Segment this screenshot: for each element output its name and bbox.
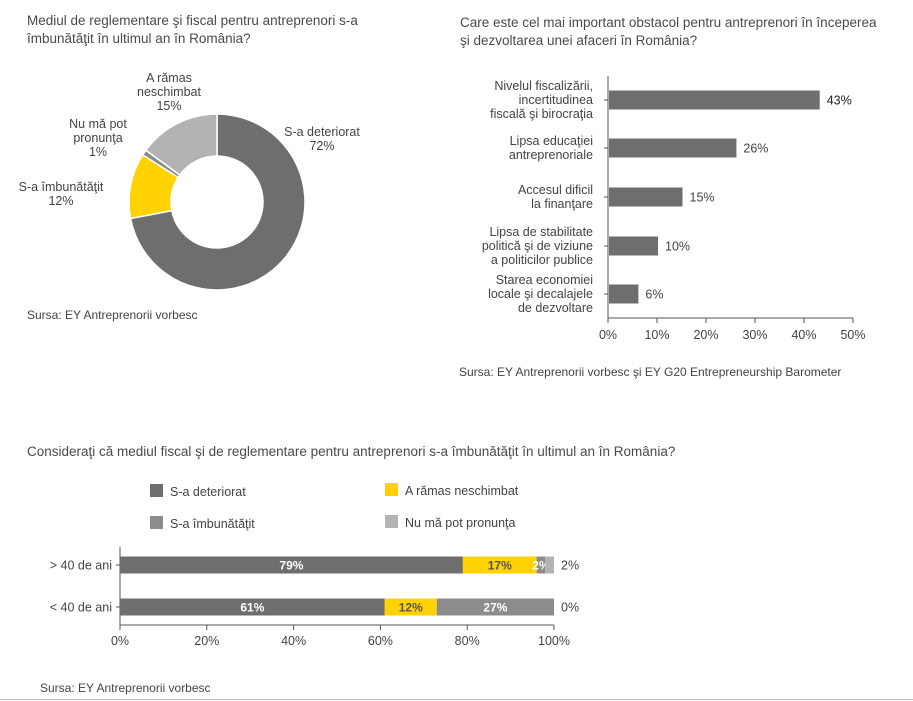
bar-value-label: 6% xyxy=(645,288,663,302)
segment-label: 0% xyxy=(561,601,579,615)
x-tick-label: 30% xyxy=(742,328,767,342)
category-label: Accesul dificil la finanţare xyxy=(518,183,593,211)
stacked-segment xyxy=(384,598,437,616)
donut-slice xyxy=(129,113,306,291)
stacked-segment xyxy=(545,556,554,574)
bar-chart-source: Sursa: EY Antreprenorii vorbesc şi EY G2… xyxy=(459,365,842,379)
x-tick-label: 50% xyxy=(840,328,865,342)
bar-value-label: 26% xyxy=(743,142,768,156)
stacked-chart: S-a deteriorat A rămas neschimbat S-a îmbu… xyxy=(50,483,579,648)
segment-label: 12% xyxy=(399,601,423,615)
segment-label: 2% xyxy=(561,559,579,573)
legend-label: Nu mă pot pronunţa xyxy=(405,516,516,530)
segment-label: 17% xyxy=(488,559,512,573)
stacked-segment xyxy=(120,556,463,574)
donut-slice-label: S-a îmbunătăţit 12% xyxy=(19,180,104,208)
x-tick-label: 40% xyxy=(281,634,306,648)
x-tick-label: 20% xyxy=(194,634,219,648)
legend-label: S-a îmbunătăţit xyxy=(170,517,255,531)
bar-chart-title: Care este cel mai important obstacol pen… xyxy=(460,15,877,48)
x-tick-label: 80% xyxy=(455,634,480,648)
segment-label: 79% xyxy=(279,559,303,573)
legend-swatch xyxy=(150,484,163,497)
stacked-chart-title: Consideraţi că mediul fiscal şi de regle… xyxy=(27,444,676,459)
x-tick-label: 10% xyxy=(644,328,669,342)
donut-slice-label: Nu mă pot pronunţa 1% xyxy=(69,117,127,159)
bar-value-label: 43% xyxy=(827,94,852,108)
bar xyxy=(609,138,737,158)
x-tick-label: 100% xyxy=(538,634,570,648)
donut-chart: S-a deteriorat 72% S-a îmbunătăţit 12% Nu mă… xyxy=(19,71,360,291)
x-tick-label: 60% xyxy=(368,634,393,648)
stacked-segment xyxy=(462,556,537,574)
donut-slice-label: A rămas neschimbat 15% xyxy=(137,71,201,113)
stacked-chart-source: Sursa: EY Antreprenorii vorbesc xyxy=(40,681,211,695)
stacked-segment xyxy=(436,598,554,616)
category-label: Lipsa de stabilitate politică şi de viziu… xyxy=(482,225,593,267)
stacked-segment xyxy=(536,556,546,574)
category-label: Lipsa educaţiei antreprenoriale xyxy=(509,134,593,162)
bar-value-label: 15% xyxy=(690,191,715,205)
category-label: < 40 de ani xyxy=(50,601,112,615)
bar xyxy=(609,90,820,110)
bar xyxy=(609,236,658,256)
donut-slice xyxy=(144,113,218,177)
x-tick-label: 20% xyxy=(693,328,718,342)
donut-chart-title: Mediul de reglementare şi fiscal pentru … xyxy=(27,13,358,46)
bar-chart: 0% 10% 20% 30% 40% 50% Nivelul fiscalizării, in… xyxy=(482,76,866,342)
x-tick-label: 0% xyxy=(599,328,617,342)
category-label: > 40 de ani xyxy=(50,559,112,573)
donut-chart-source: Sursa: EY Antreprenorii vorbesc xyxy=(27,308,198,322)
bar xyxy=(609,284,639,304)
x-tick-label: 40% xyxy=(791,328,816,342)
legend-label: A rămas neschimbat xyxy=(405,484,519,498)
legend-swatch xyxy=(150,516,163,529)
x-tick-label: 0% xyxy=(111,634,129,648)
legend-swatch xyxy=(385,515,398,528)
bar-value-label: 10% xyxy=(665,240,690,254)
category-label: Nivelul fiscalizării, incertitudinea fisca… xyxy=(490,79,593,121)
bar xyxy=(609,187,683,207)
legend-swatch xyxy=(385,483,398,496)
donut-slice-label: S-a deteriorat 72% xyxy=(284,125,360,153)
legend-label: S-a deteriorat xyxy=(170,485,246,499)
bottom-divider xyxy=(0,699,913,700)
segment-label: 27% xyxy=(483,601,507,615)
stacked-segment xyxy=(120,598,385,616)
category-label: Starea economiei locale şi decalajele de d… xyxy=(488,273,593,315)
segment-label: 61% xyxy=(240,601,264,615)
